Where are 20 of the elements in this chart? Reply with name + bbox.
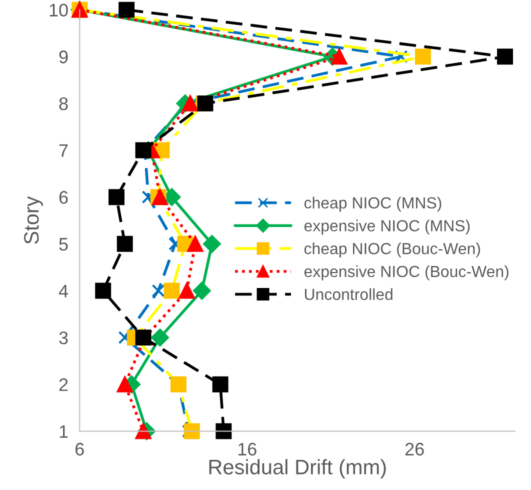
y-tick-label: 3 bbox=[59, 331, 68, 344]
legend-label: cheap NIOC (Bouc-Wen) bbox=[304, 242, 480, 258]
y-tick-label: 6 bbox=[59, 191, 68, 204]
legend-label: expensive NIOC (MNS) bbox=[304, 220, 470, 235]
x-tick-label: 26 bbox=[405, 442, 424, 456]
x-axis-title: Residual Drift (mm) bbox=[209, 459, 386, 479]
y-tick-label: 9 bbox=[59, 50, 68, 64]
y-tick-label: 2 bbox=[59, 378, 68, 391]
y-tick-label: 10 bbox=[50, 4, 68, 17]
y-tick-label: 8 bbox=[59, 97, 68, 110]
y-tick-label: 5 bbox=[59, 238, 68, 251]
legend-label: expensive NIOC (Bouc-Wen) bbox=[304, 265, 508, 280]
x-tick-label: 16 bbox=[238, 442, 256, 456]
y-tick-label: 4 bbox=[58, 284, 68, 298]
legend-label: Uncontrolled bbox=[304, 288, 392, 300]
x-tick-label: 6 bbox=[76, 442, 84, 456]
y-tick-label: 7 bbox=[59, 144, 68, 157]
y-axis-title: Story bbox=[24, 196, 43, 244]
legend-label: cheap NIOC (MNS) bbox=[304, 196, 442, 212]
y-tick-label: 1 bbox=[60, 425, 68, 438]
